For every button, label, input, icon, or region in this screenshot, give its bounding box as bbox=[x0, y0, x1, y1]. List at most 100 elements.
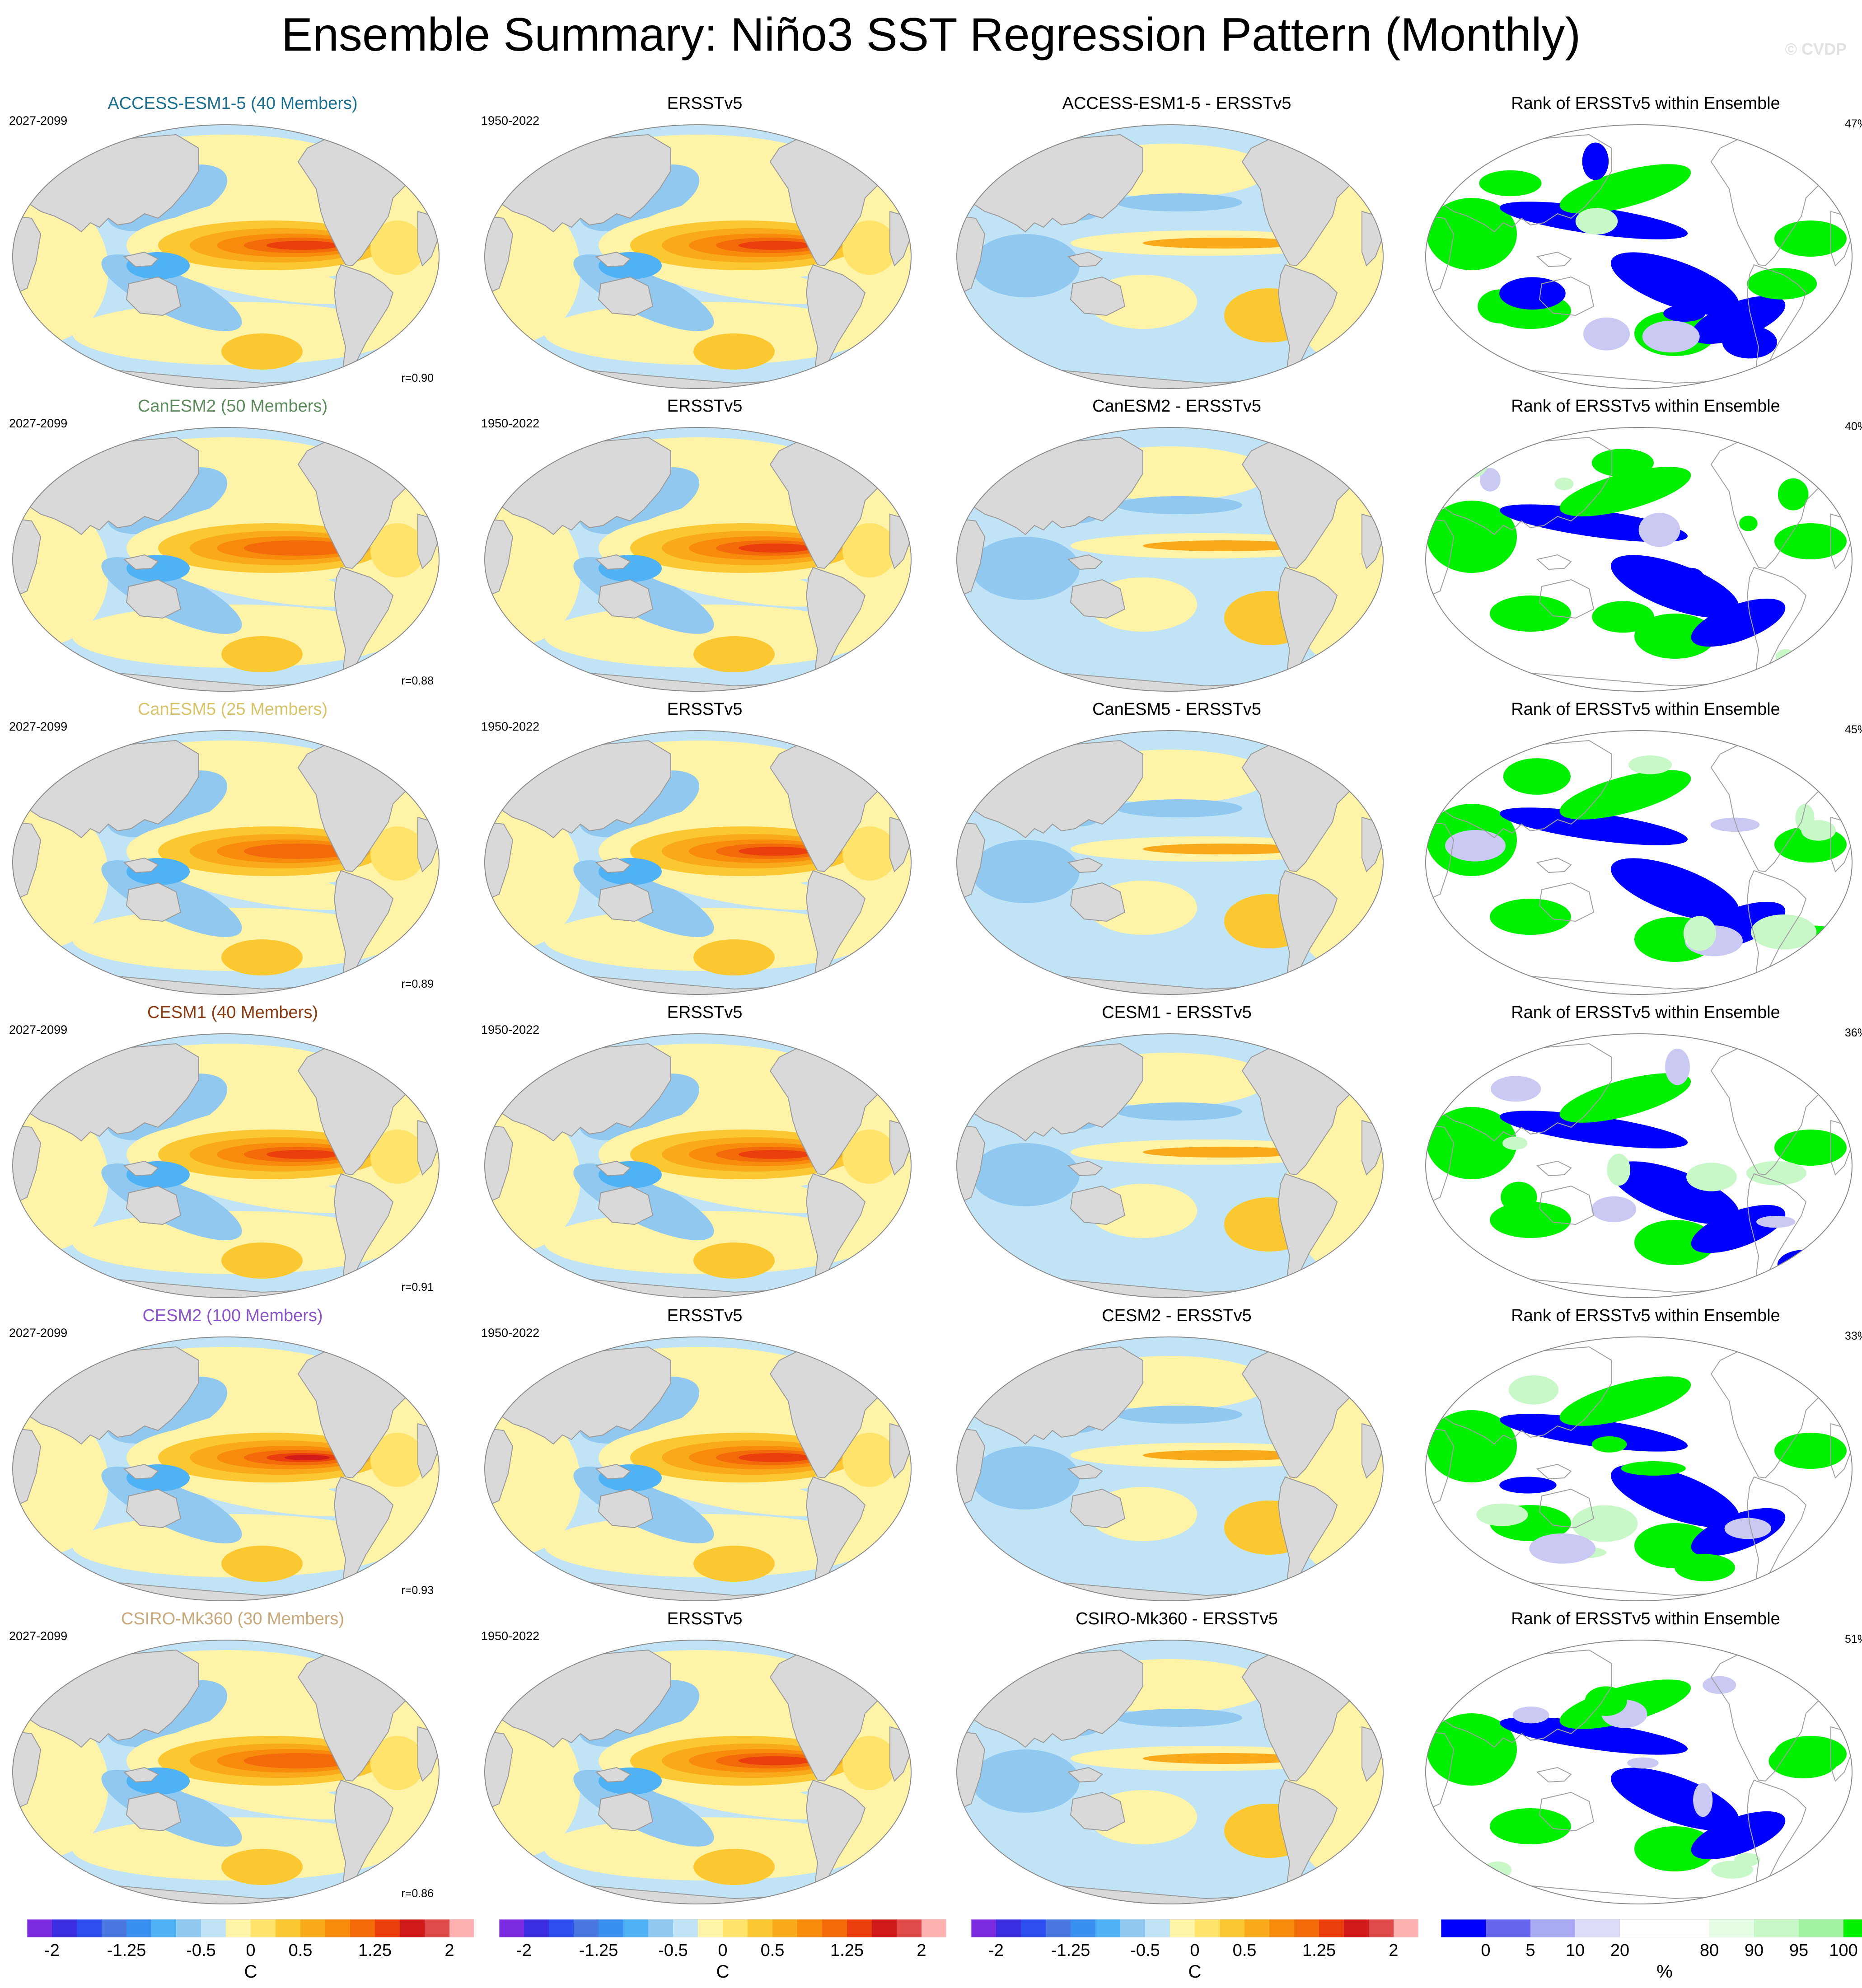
colorbar-swatch bbox=[1220, 1919, 1245, 1937]
pattern-correlation: r=0.91 bbox=[401, 1281, 434, 1294]
map-svg bbox=[956, 427, 1384, 692]
colorbar-swatch bbox=[1575, 1919, 1620, 1937]
map-svg bbox=[484, 730, 912, 995]
panel-title: ERSSTv5 bbox=[667, 94, 743, 113]
rank-percent: 33% bbox=[1844, 1330, 1862, 1342]
colorbar-tick-label: -1.25 bbox=[107, 1941, 146, 1960]
colorbar-swatch bbox=[251, 1919, 276, 1937]
colorbar-swatch bbox=[400, 1919, 425, 1937]
rank-panel: Rank of ERSSTv5 within Ensemble 47% bbox=[1413, 90, 1862, 393]
sst-colorbar-diff: -2 -1.25 -0.5 0 0.5 1.25 2 C bbox=[971, 1919, 1418, 1987]
map-svg bbox=[956, 1033, 1384, 1298]
panel-years: 2027-2099 bbox=[9, 1326, 68, 1340]
colorbar-swatch bbox=[375, 1919, 400, 1937]
obs-panel: ERSSTv5 1950-2022 bbox=[472, 1303, 937, 1605]
globe-map bbox=[481, 424, 915, 695]
diff-panel: CanESM2 - ERSSTv5 bbox=[944, 393, 1409, 696]
sst-colorbar-obs: -2 -1.25 -0.5 0 0.5 1.25 2 C bbox=[499, 1919, 946, 1987]
panel-title: CanESM2 (50 Members) bbox=[137, 397, 328, 416]
colorbar-tick-label: 0.5 bbox=[1232, 1941, 1257, 1960]
colorbar-tick-label: 0.5 bbox=[760, 1941, 785, 1960]
colorbar-tick-label: -2 bbox=[516, 1941, 532, 1960]
colorbar-tick-label: 95 bbox=[1789, 1941, 1809, 1960]
pattern-correlation: r=0.88 bbox=[401, 675, 434, 687]
colorbar-swatch bbox=[1294, 1919, 1319, 1937]
globe-map bbox=[953, 1636, 1387, 1908]
colorbar-tick-label: 1.25 bbox=[358, 1941, 392, 1960]
colorbar-tick-label: 20 bbox=[1610, 1941, 1630, 1960]
globe-map bbox=[953, 1333, 1387, 1604]
colorbar-swatch bbox=[102, 1919, 127, 1937]
globe-map bbox=[481, 1636, 915, 1908]
panel-title: ERSSTv5 bbox=[667, 1609, 743, 1628]
panel-years: 1950-2022 bbox=[481, 417, 540, 430]
colorbar-swatch bbox=[922, 1919, 946, 1937]
colorbar-swatch bbox=[549, 1919, 574, 1937]
diff-panel: CESM2 - ERSSTv5 bbox=[944, 1303, 1409, 1605]
panel-years: 1950-2022 bbox=[481, 1629, 540, 1643]
colorbar-swatch bbox=[300, 1919, 326, 1937]
panel-title: CanESM5 (25 Members) bbox=[137, 700, 328, 719]
panel-title: Rank of ERSSTv5 within Ensemble bbox=[1511, 397, 1780, 416]
panel-title: CSIRO-Mk360 (30 Members) bbox=[121, 1609, 345, 1628]
colorbar-swatch bbox=[1344, 1919, 1369, 1937]
panel-title: CSIRO-Mk360 - ERSSTv5 bbox=[1076, 1609, 1278, 1628]
colorbar-swatch bbox=[772, 1919, 798, 1937]
colorbar-swatch bbox=[1120, 1919, 1146, 1937]
colorbar-swatch bbox=[723, 1919, 748, 1937]
obs-panel: ERSSTv5 1950-2022 bbox=[472, 999, 937, 1302]
model-panel: CanESM5 (25 Members) 2027-2099 r=0.89 bbox=[0, 696, 465, 999]
colorbar-tick-label: -0.5 bbox=[658, 1941, 688, 1960]
colorbar-swatch bbox=[1244, 1919, 1270, 1937]
colorbar-swatch bbox=[1071, 1919, 1096, 1937]
colorbar-swatch bbox=[1021, 1919, 1046, 1937]
colorbar-swatch bbox=[1046, 1919, 1071, 1937]
colorbar-swatch bbox=[996, 1919, 1021, 1937]
panel-years: 1950-2022 bbox=[481, 1326, 540, 1340]
colorbar-swatch bbox=[226, 1919, 251, 1937]
colorbar-swatch bbox=[1530, 1919, 1576, 1937]
panel-title: CanESM5 - ERSSTv5 bbox=[1092, 700, 1261, 719]
pattern-correlation: r=0.93 bbox=[401, 1584, 434, 1597]
globe-map bbox=[481, 1030, 915, 1301]
colorbar-tick-label: 5 bbox=[1525, 1941, 1535, 1960]
colorbar-tick-label: -1.25 bbox=[579, 1941, 618, 1960]
globe-map bbox=[9, 121, 443, 392]
rank-percent: 47% bbox=[1844, 117, 1862, 130]
globe-map bbox=[9, 1636, 443, 1908]
colorbar-tick-label: 0 bbox=[1190, 1941, 1200, 1960]
model-panel: CESM1 (40 Members) 2027-2099 r=0.91 bbox=[0, 999, 465, 1302]
panel-title: Rank of ERSSTv5 within Ensemble bbox=[1511, 1306, 1780, 1325]
panel-years: 2027-2099 bbox=[9, 720, 68, 733]
colorbar-swatches bbox=[971, 1919, 1418, 1937]
map-svg bbox=[484, 1640, 912, 1904]
panel-title: CESM2 - ERSSTv5 bbox=[1102, 1306, 1252, 1325]
colorbar-swatch bbox=[574, 1919, 599, 1937]
panel-title: Rank of ERSSTv5 within Ensemble bbox=[1511, 1609, 1780, 1628]
colorbar-swatch bbox=[623, 1919, 649, 1937]
panel-title: CESM2 (100 Members) bbox=[142, 1306, 323, 1325]
model-panel: CanESM2 (50 Members) 2027-2099 r=0.88 bbox=[0, 393, 465, 696]
colorbar-tick-label: 2 bbox=[444, 1941, 454, 1960]
colorbar-swatch bbox=[1709, 1919, 1754, 1937]
map-svg bbox=[484, 1336, 912, 1601]
colorbar-swatch bbox=[1095, 1919, 1121, 1937]
colorbar-swatches bbox=[499, 1919, 946, 1937]
watermark: © CVDP bbox=[1785, 40, 1847, 58]
colorbar-tick-label: -0.5 bbox=[1130, 1941, 1160, 1960]
colorbar-unit: C bbox=[244, 1962, 257, 1982]
obs-panel: ERSSTv5 1950-2022 bbox=[472, 1606, 937, 1908]
rank-percent: 45% bbox=[1844, 723, 1862, 736]
colorbar-swatch bbox=[151, 1919, 177, 1937]
globe-map bbox=[1422, 121, 1856, 392]
map-svg bbox=[956, 1640, 1384, 1904]
globe-map bbox=[9, 1030, 443, 1301]
map-svg bbox=[12, 730, 440, 995]
colorbar-swatch bbox=[1799, 1919, 1844, 1937]
colorbar-swatch bbox=[449, 1919, 474, 1937]
globe-map bbox=[953, 727, 1387, 998]
colorbar-tick-label: 80 bbox=[1699, 1941, 1719, 1960]
colorbar-swatch bbox=[276, 1919, 301, 1937]
colorbar-swatch bbox=[1665, 1919, 1710, 1937]
map-svg bbox=[1425, 124, 1853, 389]
